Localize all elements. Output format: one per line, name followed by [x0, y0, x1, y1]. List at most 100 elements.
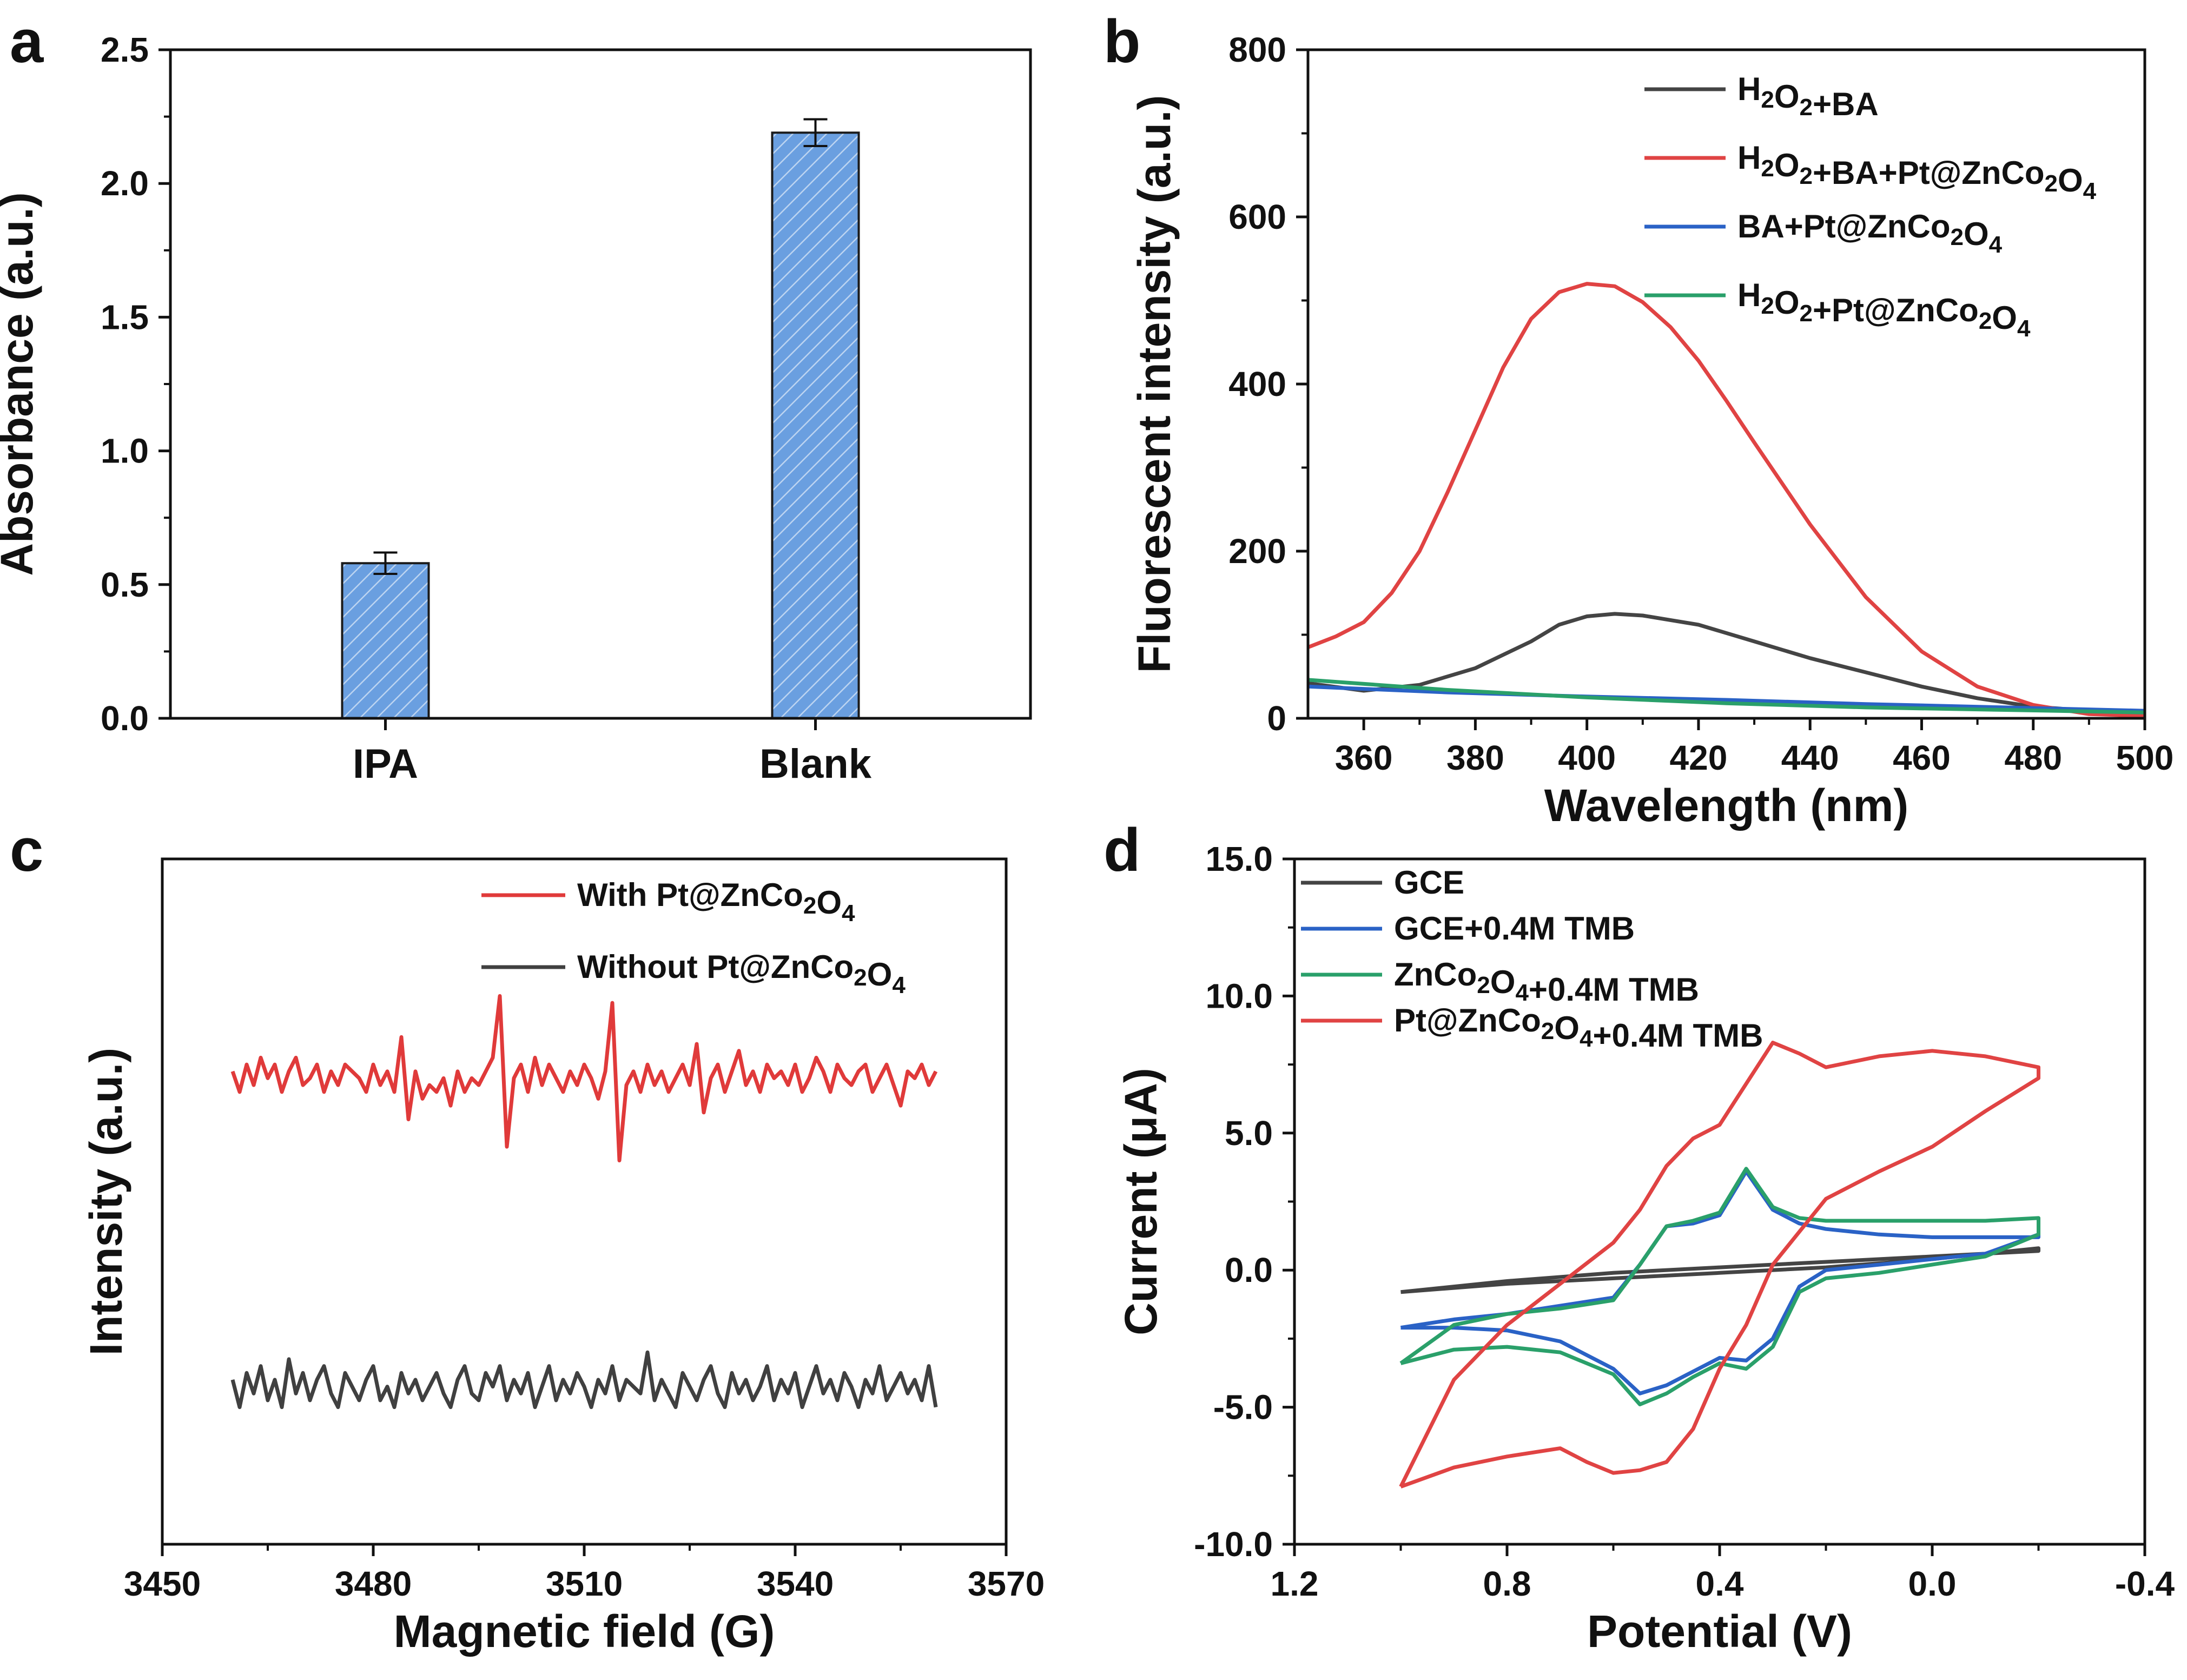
x-axis-title: Potential (V)	[1587, 1606, 1852, 1657]
text-segment: 2	[1541, 1018, 1554, 1044]
y-tick-label: 15.0	[1205, 839, 1273, 878]
legend-label: GCE+0.4M TMB	[1394, 910, 1635, 947]
text-segment: O	[1490, 964, 1516, 1000]
text-segment: O	[1554, 1010, 1580, 1046]
text-segment: 4	[842, 900, 855, 927]
category-label: IPA	[353, 741, 418, 787]
y-axis-title: Absorbance (a.u.)	[0, 192, 42, 576]
panel-a: a IPA Blank 0.0 0.5 1.0 1.5 2.0 2.5 Absorbance (a…	[0, 8, 1032, 787]
text-segment: 2	[854, 964, 867, 991]
x-axis-title: Magnetic field (G)	[394, 1606, 775, 1657]
x-tick-label: 460	[1893, 738, 1951, 777]
panel-label: d	[1104, 816, 1140, 884]
text-segment: 2	[2045, 170, 2058, 197]
text-segment: 4	[1515, 980, 1529, 1006]
text-segment: 2	[1951, 224, 1964, 250]
x-tick-label: 400	[1558, 738, 1616, 777]
y-tick-label: -5.0	[1213, 1388, 1273, 1427]
legend-label: Without Pt@ZnCo2O4	[577, 949, 906, 998]
text-segment: O	[1774, 78, 1800, 115]
x-tick-label: 0.4	[1696, 1564, 1744, 1603]
text-segment: O	[1774, 285, 1800, 321]
text-segment: O	[1964, 216, 1989, 252]
legend-label: GCE	[1394, 864, 1464, 901]
x-tick-label: 3480	[335, 1564, 412, 1603]
text-segment: ZnCo	[1394, 956, 1477, 993]
text-segment: 2	[1761, 293, 1774, 319]
text-segment: 2	[1800, 163, 1813, 189]
x-tick-label: 380	[1446, 738, 1504, 777]
panel-label: b	[1104, 8, 1140, 75]
y-tick-label: 1.0	[101, 432, 149, 471]
legend-label: H2O2+BA	[1737, 71, 1879, 122]
text-segment: Without Pt@ZnCo	[577, 949, 854, 985]
legend-label: H2O2+BA+Pt@ZnCo2O4	[1737, 140, 2097, 204]
text-segment: 4	[1989, 232, 2003, 258]
x-tick-label: 360	[1335, 738, 1393, 777]
text-segment: O	[867, 956, 893, 993]
y-tick-label: 2.5	[101, 30, 149, 69]
series-line	[1399, 1167, 2040, 1406]
y-tick-label: 600	[1228, 197, 1286, 236]
x-tick-label: 1.2	[1271, 1564, 1319, 1603]
y-axis-title: Current (μA)	[1115, 1068, 1166, 1335]
y-tick-label: 0.0	[101, 699, 149, 738]
text-segment: O	[2058, 162, 2083, 199]
x-tick-label: 500	[2116, 738, 2174, 777]
text-segment: 4	[2017, 315, 2031, 342]
text-segment: Pt@ZnCo	[1394, 1002, 1541, 1039]
plot-frame	[169, 48, 1032, 720]
y-tick-label: 0	[1267, 699, 1286, 738]
text-segment: +Pt@ZnCo	[1813, 292, 1979, 328]
text-segment: +BA	[1813, 86, 1879, 122]
text-segment: H	[1737, 71, 1761, 107]
text-segment: O	[816, 884, 842, 921]
category-label: Blank	[759, 741, 872, 787]
y-tick-label: 0.0	[1225, 1251, 1273, 1289]
panel-label: c	[10, 816, 43, 884]
series-line	[1308, 612, 2145, 715]
x-axis-title: Wavelength (nm)	[1544, 780, 1909, 831]
y-tick-label: 800	[1228, 30, 1286, 69]
text-segment: 4	[892, 972, 906, 998]
y-tick-label: 200	[1228, 532, 1286, 571]
x-tick-label: 440	[1781, 738, 1839, 777]
text-segment: GCE	[1394, 864, 1464, 901]
x-tick-label: 0.0	[1908, 1564, 1957, 1603]
series-line	[1399, 1041, 2040, 1489]
text-segment: 2	[1979, 308, 1992, 334]
legend-label: Pt@ZnCo2O4+0.4M TMB	[1394, 1002, 1763, 1054]
x-tick-label: 3450	[124, 1564, 201, 1603]
legend-label: H2O2+Pt@ZnCo2O4	[1737, 277, 2031, 342]
text-segment: 2	[803, 892, 816, 919]
y-tick-label: 2.0	[101, 164, 149, 203]
x-tick-label: 3510	[546, 1564, 623, 1603]
text-segment: +0.4M TMB	[1593, 1017, 1763, 1054]
y-axis-title: Intensity (a.u.)	[81, 1048, 131, 1355]
x-tick-label: 3570	[968, 1564, 1045, 1603]
y-tick-label: 5.0	[1225, 1114, 1273, 1153]
x-tick-label: 3540	[757, 1564, 834, 1603]
text-segment: 2	[1800, 94, 1813, 121]
x-tick-label: 420	[1670, 738, 1728, 777]
text-segment: 2	[1761, 155, 1774, 182]
y-tick-label: 400	[1228, 365, 1286, 404]
y-tick-label: 10.0	[1205, 976, 1273, 1015]
y-tick-label: 1.5	[101, 297, 149, 336]
text-segment: 2	[1761, 87, 1774, 113]
plot-frame	[1306, 48, 2146, 720]
legend-label: BA+Pt@ZnCo2O4	[1737, 208, 2003, 258]
text-segment: H	[1737, 140, 1761, 176]
x-tick-label: 0.8	[1483, 1564, 1531, 1603]
panel-d: d -10.0 -5.0 0.0 5.0 10.0 15.0 1.2 0.8 0.4 0.0 -0.4…	[1104, 816, 2175, 1657]
text-segment: H	[1737, 277, 1761, 313]
legend-label: ZnCo2O4+0.4M TMB	[1394, 956, 1699, 1008]
text-segment: +0.4M TMB	[1529, 971, 1699, 1008]
text-segment: 2	[1477, 972, 1490, 998]
text-segment: +BA+Pt@ZnCo	[1813, 155, 2045, 191]
legend-label: With Pt@ZnCo2O4	[577, 877, 855, 927]
series-line	[230, 994, 938, 1162]
bar	[341, 562, 430, 720]
panel-b: b 0 200 400 600 800 360 380 400 420 440 460 480 500 Wa…	[1104, 8, 2173, 831]
